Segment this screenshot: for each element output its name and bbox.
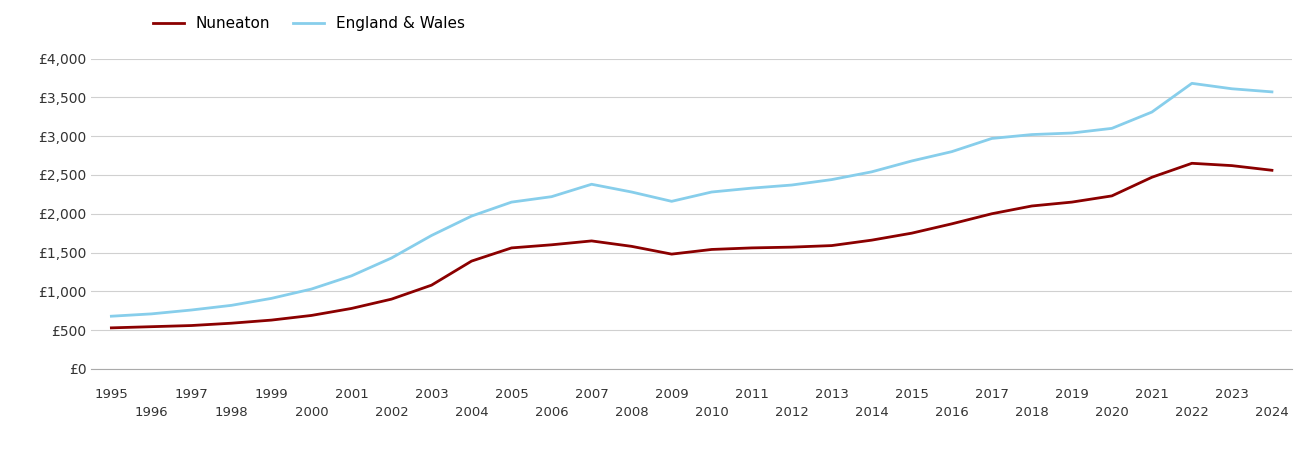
- Text: 2009: 2009: [655, 388, 689, 401]
- Text: 1995: 1995: [94, 388, 128, 401]
- Text: 2020: 2020: [1095, 406, 1129, 419]
- England & Wales: [424, 233, 440, 238]
- Nuneaton: [984, 211, 1000, 216]
- Text: 2014: 2014: [855, 406, 889, 419]
- Nuneaton: [504, 245, 519, 251]
- Nuneaton: [944, 221, 959, 226]
- Text: 2001: 2001: [334, 388, 368, 401]
- Nuneaton: [744, 245, 760, 251]
- Nuneaton: [463, 258, 479, 264]
- Text: 2007: 2007: [574, 388, 608, 401]
- Text: 2022: 2022: [1174, 406, 1208, 419]
- England & Wales: [904, 158, 920, 164]
- England & Wales: [1104, 126, 1120, 131]
- Text: 2016: 2016: [934, 406, 968, 419]
- Nuneaton: [823, 243, 839, 248]
- Text: 2008: 2008: [615, 406, 649, 419]
- England & Wales: [944, 149, 959, 154]
- Nuneaton: [1184, 161, 1199, 166]
- Text: 2021: 2021: [1135, 388, 1169, 401]
- England & Wales: [343, 273, 359, 279]
- England & Wales: [1184, 81, 1199, 86]
- England & Wales: [583, 181, 599, 187]
- Text: 1998: 1998: [214, 406, 248, 419]
- Text: 2024: 2024: [1255, 406, 1289, 419]
- England & Wales: [264, 296, 279, 301]
- England & Wales: [1224, 86, 1240, 91]
- England & Wales: [823, 177, 839, 182]
- England & Wales: [864, 169, 880, 175]
- Text: 2010: 2010: [694, 406, 728, 419]
- Text: 2012: 2012: [775, 406, 809, 419]
- England & Wales: [1265, 89, 1280, 94]
- England & Wales: [384, 255, 399, 261]
- Text: 2013: 2013: [814, 388, 848, 401]
- Nuneaton: [384, 297, 399, 302]
- England & Wales: [1024, 132, 1040, 137]
- Text: 2002: 2002: [375, 406, 408, 419]
- Line: Nuneaton: Nuneaton: [111, 163, 1272, 328]
- Nuneaton: [144, 324, 159, 329]
- England & Wales: [304, 286, 320, 292]
- Nuneaton: [424, 283, 440, 288]
- England & Wales: [463, 213, 479, 219]
- Nuneaton: [1104, 193, 1120, 198]
- Line: England & Wales: England & Wales: [111, 83, 1272, 316]
- Nuneaton: [1265, 167, 1280, 173]
- Nuneaton: [1144, 175, 1160, 180]
- Nuneaton: [583, 238, 599, 243]
- Text: 2019: 2019: [1054, 388, 1088, 401]
- England & Wales: [984, 136, 1000, 141]
- Nuneaton: [223, 320, 239, 326]
- Text: 1996: 1996: [134, 406, 168, 419]
- England & Wales: [103, 314, 119, 319]
- Text: 1999: 1999: [254, 388, 288, 401]
- England & Wales: [703, 189, 719, 195]
- Nuneaton: [343, 306, 359, 311]
- Text: 2017: 2017: [975, 388, 1009, 401]
- England & Wales: [744, 185, 760, 191]
- Text: 2006: 2006: [535, 406, 569, 419]
- England & Wales: [1064, 130, 1079, 136]
- Text: 2000: 2000: [295, 406, 329, 419]
- Text: 2005: 2005: [495, 388, 529, 401]
- Text: 1997: 1997: [175, 388, 209, 401]
- Nuneaton: [664, 252, 680, 257]
- England & Wales: [1144, 109, 1160, 115]
- Text: 2018: 2018: [1015, 406, 1049, 419]
- Nuneaton: [1024, 203, 1040, 209]
- England & Wales: [184, 307, 200, 313]
- England & Wales: [664, 198, 680, 204]
- Text: 2011: 2011: [735, 388, 769, 401]
- England & Wales: [624, 189, 639, 195]
- England & Wales: [544, 194, 560, 199]
- Nuneaton: [904, 230, 920, 236]
- England & Wales: [504, 199, 519, 205]
- Text: 2004: 2004: [454, 406, 488, 419]
- Nuneaton: [304, 313, 320, 318]
- Nuneaton: [1064, 199, 1079, 205]
- England & Wales: [144, 311, 159, 317]
- Text: 2003: 2003: [415, 388, 449, 401]
- Nuneaton: [103, 325, 119, 331]
- Legend: Nuneaton, England & Wales: Nuneaton, England & Wales: [147, 10, 471, 37]
- England & Wales: [223, 303, 239, 308]
- Nuneaton: [544, 242, 560, 248]
- Text: 2015: 2015: [895, 388, 929, 401]
- Nuneaton: [264, 317, 279, 323]
- Text: 2023: 2023: [1215, 388, 1249, 401]
- Nuneaton: [184, 323, 200, 328]
- Nuneaton: [703, 247, 719, 252]
- Nuneaton: [864, 238, 880, 243]
- Nuneaton: [1224, 163, 1240, 168]
- Nuneaton: [784, 244, 800, 250]
- England & Wales: [784, 182, 800, 188]
- Nuneaton: [624, 243, 639, 249]
